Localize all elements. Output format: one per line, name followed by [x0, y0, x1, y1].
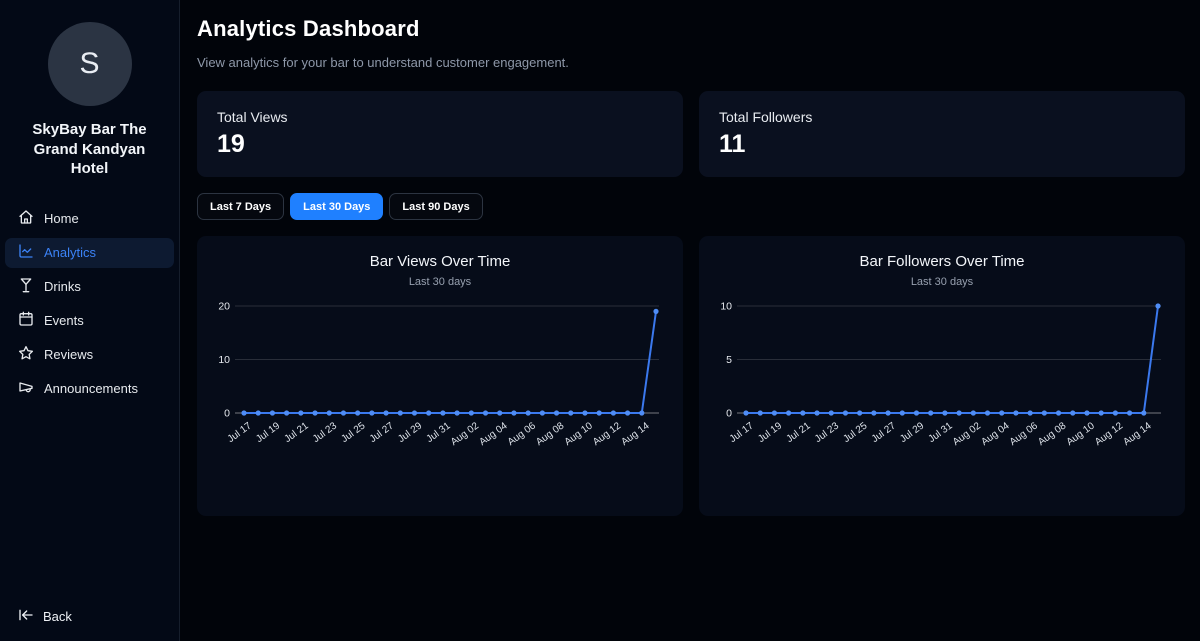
svg-text:Jul 21: Jul 21	[283, 420, 311, 445]
filter-last-30-days[interactable]: Last 30 Days	[290, 193, 384, 220]
sidebar-item-label: Reviews	[44, 347, 94, 362]
svg-text:Aug 02: Aug 02	[449, 420, 481, 448]
arrow-left-to-line-icon	[18, 607, 34, 626]
sidebar-item-home[interactable]: Home	[5, 204, 174, 234]
sidebar-item-reviews[interactable]: Reviews	[5, 340, 174, 370]
avatar: S	[47, 22, 132, 106]
svg-text:10: 10	[720, 301, 732, 313]
svg-text:Aug 06: Aug 06	[1008, 420, 1040, 448]
chart-subtitle: Last 30 days	[910, 276, 974, 288]
sidebar-item-events[interactable]: Events	[5, 306, 174, 336]
stat-label: Total Followers	[719, 109, 813, 125]
sidebar-item-analytics[interactable]: Analytics	[5, 237, 174, 268]
svg-text:Aug 04: Aug 04	[979, 420, 1011, 448]
svg-text:Jul 23: Jul 23	[813, 420, 841, 445]
svg-text:Jul 27: Jul 27	[368, 420, 396, 445]
svg-text:Aug 02: Aug 02	[951, 420, 983, 448]
filter-last-7-days[interactable]: Last 7 Days	[197, 193, 285, 220]
svg-text:Jul 29: Jul 29	[396, 420, 424, 445]
sidebar-item-drinks[interactable]: Drinks	[5, 272, 174, 302]
sidebar-item-announcements[interactable]: Announcements	[5, 374, 174, 404]
page-subtitle: View analytics for your bar to understan…	[197, 55, 569, 70]
sidebar: S SkyBay Bar The Grand Kandyan Hotel Hom…	[0, 0, 180, 641]
page-title: Analytics Dashboard	[197, 16, 420, 41]
svg-text:0: 0	[224, 408, 230, 420]
sidebar-item-label: Drinks	[44, 279, 81, 294]
calendar-icon	[18, 311, 34, 330]
home-icon	[18, 209, 34, 228]
stat-card-total-views: Total Views 19	[197, 91, 683, 177]
stat-card-total-followers: Total Followers 11	[699, 91, 1185, 177]
chart-title: Bar Views Over Time	[369, 253, 511, 270]
svg-text:0: 0	[726, 408, 732, 420]
svg-text:Jul 31: Jul 31	[927, 420, 955, 445]
bar-followers-line-chart: 0 5 10 Jul 17 Jul 19 Jul 21 Jul 23 Jul 25 Jul 27…	[699, 295, 1185, 490]
megaphone-icon	[18, 379, 34, 398]
stat-label: Total Views	[217, 109, 288, 125]
sidebar-item-label: Analytics	[44, 245, 97, 260]
line-chart-svg: 0 5 10 Jul 17 Jul 19 Jul 21 Jul 23 Jul 25 Jul 27…	[720, 301, 1161, 448]
chart-line-icon	[18, 243, 34, 262]
sidebar-item-label: Home	[44, 211, 79, 226]
chart-subtitle: Last 30 days	[408, 276, 472, 288]
back-button[interactable]: Back	[18, 607, 72, 626]
bar-views-line-chart: 0 10 20 Jul 17 Jul 19 Jul 21 Jul 23 Jul 25 Jul 2…	[197, 295, 683, 490]
back-label: Back	[43, 609, 72, 624]
svg-text:Jul 21: Jul 21	[785, 420, 813, 445]
svg-text:Jul 25: Jul 25	[339, 420, 367, 445]
svg-text:Aug 10: Aug 10	[1065, 420, 1097, 448]
chart-card-bar-followers: Bar Followers Over Time Last 30 days 0 5 1…	[699, 236, 1185, 516]
chart-title: Bar Followers Over Time	[859, 253, 1025, 270]
stats-row: Total Views 19 Total Followers 11	[197, 91, 1185, 177]
svg-text:10: 10	[218, 354, 230, 366]
svg-text:Aug 08: Aug 08	[1036, 420, 1068, 448]
svg-text:Aug 08: Aug 08	[534, 420, 566, 448]
svg-text:5: 5	[726, 354, 732, 366]
filter-last-90-days[interactable]: Last 90 Days	[389, 193, 483, 220]
avatar-letter: S	[79, 47, 100, 80]
svg-text:Jul 29: Jul 29	[898, 420, 926, 445]
svg-text:Aug 14: Aug 14	[619, 420, 651, 448]
svg-text:Jul 17: Jul 17	[728, 420, 756, 445]
svg-text:Jul 17: Jul 17	[226, 420, 254, 445]
svg-text:Aug 14: Aug 14	[1121, 420, 1153, 448]
stat-value: 19	[217, 130, 245, 158]
main-content: Analytics Dashboard View analytics for y…	[180, 0, 1200, 641]
sidebar-nav: Home Analytics Drinks Events Reviews	[0, 204, 179, 404]
star-icon	[18, 345, 34, 364]
svg-text:Jul 25: Jul 25	[841, 420, 869, 445]
svg-text:Aug 04: Aug 04	[477, 420, 509, 448]
stat-value: 11	[719, 130, 746, 158]
svg-text:Jul 31: Jul 31	[425, 420, 453, 445]
svg-text:Aug 12: Aug 12	[1093, 420, 1125, 448]
time-range-filters: Last 7 Days Last 30 Days Last 90 Days	[197, 193, 1185, 220]
bar-name: SkyBay Bar The Grand Kandyan Hotel	[32, 121, 147, 177]
svg-text:Jul 19: Jul 19	[254, 420, 282, 445]
svg-text:Jul 27: Jul 27	[870, 420, 898, 445]
martini-glass-icon	[18, 277, 34, 296]
svg-text:Jul 23: Jul 23	[311, 420, 339, 445]
svg-text:Aug 06: Aug 06	[506, 420, 538, 448]
charts-row: Bar Views Over Time Last 30 days 0 10 20 Ju…	[197, 236, 1185, 516]
svg-text:Aug 10: Aug 10	[563, 420, 595, 448]
sidebar-item-label: Announcements	[44, 381, 138, 396]
svg-text:Aug 12: Aug 12	[591, 420, 623, 448]
svg-text:Jul 19: Jul 19	[756, 420, 784, 445]
sidebar-item-label: Events	[44, 313, 84, 328]
chart-card-bar-views: Bar Views Over Time Last 30 days 0 10 20 Ju…	[197, 236, 683, 516]
svg-text:20: 20	[218, 301, 230, 313]
